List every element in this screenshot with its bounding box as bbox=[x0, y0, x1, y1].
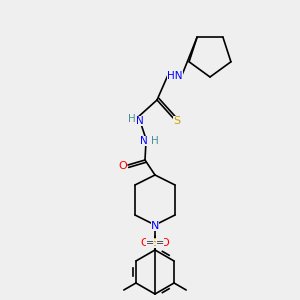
Text: H: H bbox=[128, 114, 136, 124]
Text: O: O bbox=[118, 161, 127, 171]
Text: =: = bbox=[146, 238, 154, 248]
Text: N: N bbox=[140, 136, 148, 146]
Text: HN: HN bbox=[167, 71, 183, 81]
Text: H: H bbox=[151, 136, 159, 146]
Text: O: O bbox=[160, 238, 169, 248]
Text: S: S bbox=[152, 238, 159, 248]
Text: =: = bbox=[156, 238, 164, 248]
Text: O: O bbox=[141, 238, 149, 248]
Text: N: N bbox=[136, 116, 144, 126]
Text: N: N bbox=[151, 221, 159, 231]
Text: S: S bbox=[173, 116, 181, 126]
